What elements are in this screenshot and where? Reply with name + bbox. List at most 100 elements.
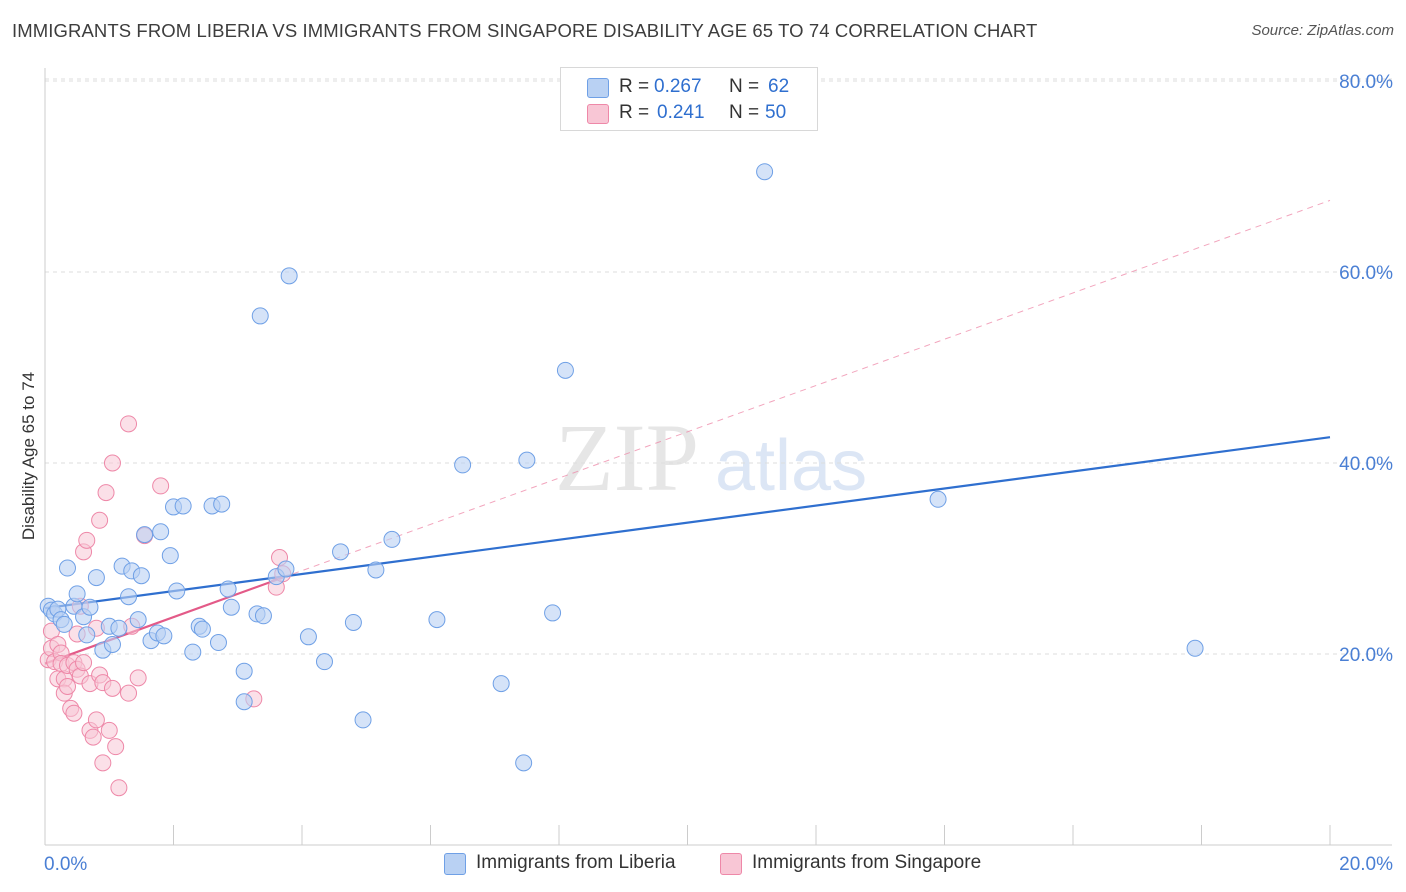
trend-lines — [44, 199, 1331, 665]
liberia-point — [235, 693, 253, 711]
legend-n-value: 50 — [765, 102, 787, 123]
liberia-point — [515, 754, 533, 772]
liberia-point — [492, 675, 510, 693]
singapore-point — [97, 484, 115, 502]
chart-title: IMMIGRANTS FROM LIBERIA VS IMMIGRANTS FR… — [12, 20, 1038, 41]
bottom-legend-label-singapore: Immigrants from Singapore — [752, 852, 982, 873]
bottom-legend-swatch-singapore — [720, 853, 742, 875]
grid-lines — [45, 78, 1392, 655]
singapore-point — [65, 704, 83, 722]
points-singapore — [39, 415, 292, 797]
liberia-point — [55, 615, 73, 633]
source-label: Source: ZipAtlas.com — [1251, 22, 1394, 39]
liberia-point — [251, 307, 269, 325]
liberia-point — [428, 611, 446, 629]
bottom-legend-swatch-liberia — [444, 853, 466, 875]
liberia-point — [136, 526, 154, 544]
axes — [44, 68, 1392, 846]
legend-n-value: 62 — [768, 76, 790, 97]
liberia-point — [110, 619, 128, 637]
liberia-point — [152, 523, 170, 541]
legend-r-label: R = — [619, 76, 650, 97]
liberia-point — [383, 530, 401, 548]
liberia-point — [354, 711, 372, 729]
liberia-point — [544, 604, 562, 622]
liberia-point — [299, 628, 317, 646]
bottom-legend-label-liberia: Immigrants from Liberia — [476, 852, 676, 873]
singapore-point — [120, 415, 138, 433]
singapore-point — [94, 754, 112, 772]
liberia-point — [161, 547, 179, 565]
singapore-point — [78, 531, 96, 549]
y-tick-label: 20.0% — [1339, 645, 1393, 666]
singapore-point — [110, 779, 128, 797]
watermark-atlas: atlas — [715, 426, 867, 506]
liberia-point — [219, 580, 237, 598]
liberia-point — [184, 643, 202, 661]
legend-r-value: 0.241 — [657, 102, 705, 123]
singapore-trend-line — [44, 576, 284, 665]
points-liberia — [39, 163, 1204, 772]
liberia-point — [120, 588, 138, 606]
singapore-point — [103, 454, 121, 472]
liberia-point — [454, 456, 472, 474]
liberia-point — [929, 490, 947, 508]
liberia-point — [155, 627, 173, 645]
liberia-point — [518, 451, 536, 469]
singapore-trend-extension — [282, 199, 1331, 579]
liberia-point — [132, 567, 150, 585]
liberia-point — [332, 543, 350, 561]
singapore-point — [103, 679, 121, 697]
y-tick-label: 60.0% — [1339, 263, 1393, 284]
liberia-point — [556, 361, 574, 379]
singapore-point — [100, 721, 118, 739]
liberia-point — [235, 662, 253, 680]
liberia-trend-line — [44, 436, 1331, 610]
liberia-point — [277, 560, 295, 578]
liberia-point — [1186, 639, 1204, 657]
liberia-point — [129, 611, 147, 629]
legend-n-label: N = — [729, 76, 760, 97]
liberia-point — [315, 653, 333, 671]
liberia-point — [78, 626, 96, 644]
y-tick-label: 80.0% — [1339, 72, 1393, 93]
liberia-point — [193, 620, 211, 638]
legend-n-label: N = — [729, 102, 760, 123]
singapore-point — [58, 677, 76, 695]
singapore-point — [129, 669, 147, 687]
singapore-point — [152, 477, 170, 495]
x-tick-label: 20.0% — [1339, 854, 1393, 875]
legend-swatch-singapore — [587, 104, 609, 124]
liberia-point — [213, 495, 231, 513]
singapore-point — [91, 511, 109, 529]
legend-swatch-liberia — [587, 78, 609, 98]
singapore-point — [84, 728, 102, 746]
watermark-zip: ZIP — [555, 404, 699, 511]
liberia-point — [209, 634, 227, 652]
liberia-point — [68, 585, 86, 603]
singapore-point — [107, 738, 125, 756]
liberia-point — [344, 613, 362, 631]
liberia-point — [58, 559, 76, 577]
liberia-point — [222, 598, 240, 616]
x-tick-label: 0.0% — [44, 854, 87, 875]
singapore-point — [75, 654, 93, 672]
tick-labels: 20.0% 40.0% 60.0% 80.0% 0.0% 20.0% — [44, 72, 1393, 875]
liberia-point — [87, 569, 105, 587]
liberia-point — [280, 267, 298, 285]
y-tick-label: 40.0% — [1339, 454, 1393, 475]
y-axis-label: Disability Age 65 to 74 — [19, 372, 38, 540]
legend-r-label: R = — [619, 102, 650, 123]
liberia-point — [756, 163, 774, 181]
liberia-point — [81, 598, 99, 616]
liberia-point — [367, 561, 385, 579]
singapore-point — [87, 711, 105, 729]
liberia-point — [174, 497, 192, 515]
singapore-point — [120, 684, 138, 702]
liberia-point — [254, 607, 272, 625]
legend-r-value: 0.267 — [654, 76, 702, 97]
liberia-point — [103, 635, 121, 653]
legend-box: R = 0.267 N = 62 R = 0.241 N = 50 — [560, 67, 818, 131]
liberia-point — [168, 582, 186, 600]
